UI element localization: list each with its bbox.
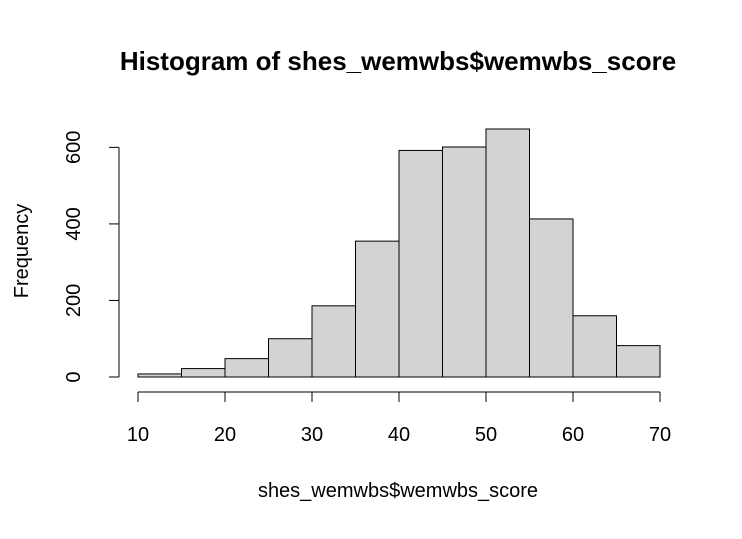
histogram-bar xyxy=(355,240,400,378)
y-tick-label: 0 xyxy=(63,371,85,382)
histogram-bar xyxy=(268,338,313,378)
x-tick-label: 10 xyxy=(127,424,149,446)
bars-group xyxy=(137,128,661,378)
x-axis: 10 20 30 40 50 60 70 xyxy=(127,391,671,446)
x-tick-label: 60 xyxy=(562,424,584,446)
chart-title: Histogram of shes_wemwbs$wemwbs_score xyxy=(120,46,676,76)
y-tick-label: 400 xyxy=(63,207,85,240)
y-tick-label: 600 xyxy=(63,131,85,164)
histogram-bar xyxy=(616,345,661,378)
histogram-bar xyxy=(572,315,617,378)
x-tick-label: 20 xyxy=(214,424,236,446)
histogram-bar xyxy=(137,373,182,378)
histogram-bar xyxy=(311,305,356,378)
y-tick-label: 200 xyxy=(63,284,85,317)
x-tick-label: 70 xyxy=(649,424,671,446)
histogram-bar xyxy=(398,149,443,378)
x-axis-title: shes_wemwbs$wemwbs_score xyxy=(258,480,538,502)
y-axis-title: Frequency xyxy=(11,204,33,299)
histogram-bar xyxy=(181,368,226,378)
histogram-bar xyxy=(224,358,269,378)
x-tick-label: 30 xyxy=(301,424,323,446)
histogram-bar xyxy=(529,218,574,378)
histogram-bar xyxy=(442,146,487,378)
histogram-bar xyxy=(485,128,530,378)
x-tick-label: 40 xyxy=(388,424,410,446)
y-axis: 0 200 400 600 xyxy=(63,131,120,383)
x-tick-label: 50 xyxy=(475,424,497,446)
